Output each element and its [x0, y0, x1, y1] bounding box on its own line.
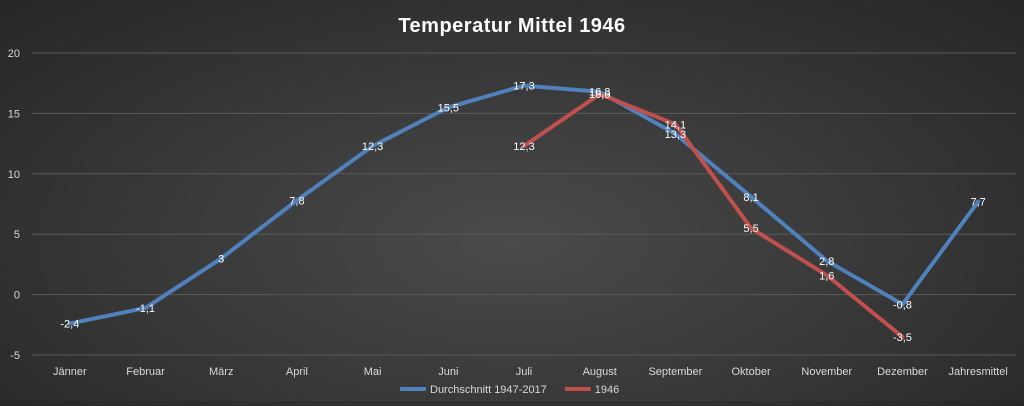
x-tick-label: April	[286, 366, 308, 378]
data-label: 13,3	[665, 129, 686, 141]
data-label: -3,5	[893, 332, 912, 344]
data-label: 17,3	[513, 81, 534, 93]
legend-item: Durchschnitt 1947-2017	[400, 384, 547, 396]
data-label: -2,4	[60, 319, 79, 331]
gridlines	[32, 52, 1016, 356]
y-tick-label: -5	[10, 350, 20, 362]
y-axis-ticks: -5 0 5 10 15 20	[8, 48, 20, 362]
x-tick-label: Februar	[126, 366, 165, 378]
data-label: 16,6	[589, 89, 610, 101]
data-point	[597, 92, 602, 97]
x-tick-label: März	[209, 366, 233, 378]
x-tick-label: Oktober	[732, 366, 771, 378]
chart-title: Temperatur Mittel 1946	[398, 15, 625, 37]
legend: Durchschnitt 1947-2017 1946	[400, 384, 619, 396]
x-tick-label: August	[583, 366, 617, 378]
x-tick-label: Juli	[516, 366, 533, 378]
data-point	[446, 105, 451, 110]
x-tick-label: Jahresmittel	[949, 366, 1008, 378]
y-tick-label: 10	[8, 169, 20, 181]
data-label: -0,8	[893, 299, 912, 311]
y-tick-label: 15	[8, 108, 20, 120]
data-point	[749, 194, 754, 199]
data-label: 14,1	[665, 119, 686, 131]
x-tick-label: Mai	[364, 366, 382, 378]
data-label: 1,6	[819, 270, 834, 282]
legend-item: 1946	[564, 384, 619, 396]
series-lines	[67, 83, 981, 339]
data-label: 12,3	[362, 141, 383, 153]
x-tick-label: November	[801, 366, 852, 378]
data-label: 3	[218, 253, 224, 265]
data-label: 5,5	[743, 223, 758, 235]
x-tick-label: Jänner	[53, 366, 87, 378]
data-point	[976, 199, 981, 204]
data-point	[824, 258, 829, 263]
y-tick-label: 0	[14, 290, 20, 302]
data-label: 2,8	[819, 256, 834, 268]
data-point	[824, 273, 829, 278]
data-point	[900, 334, 905, 339]
data-label: 12,3	[513, 141, 534, 153]
series-line-2	[522, 92, 905, 339]
x-tick-label: Juni	[438, 366, 458, 378]
data-point	[673, 122, 678, 127]
data-label: 16,8	[589, 87, 610, 99]
data-label: 15,5	[438, 102, 459, 114]
y-tick-label: 5	[14, 229, 20, 241]
data-point	[522, 83, 526, 88]
data-point	[749, 226, 754, 231]
legend-label: Durchschnitt 1947-2017	[430, 384, 547, 396]
data-point	[67, 321, 72, 326]
data-point	[219, 256, 224, 261]
data-label: 7,7	[971, 197, 986, 209]
data-point	[370, 144, 375, 149]
data-point	[900, 302, 905, 307]
x-tick-label: Dezember	[877, 366, 928, 378]
x-tick-label: September	[648, 366, 702, 378]
data-labels: -2,4 -1,1 3 7,8 12,3 15,5 17,3 16,8 13,3 8,1 2,8 -0…	[60, 81, 985, 344]
x-axis-ticks: Jänner Februar März April Mai Juni Juli August S…	[53, 366, 1008, 378]
data-point	[294, 198, 299, 203]
data-label: -1,1	[136, 303, 155, 315]
y-tick-label: 20	[8, 48, 20, 60]
data-point	[143, 305, 148, 310]
data-label: 8,1	[743, 192, 758, 204]
data-label: 7,8	[289, 195, 304, 207]
data-point	[522, 144, 526, 149]
legend-label: 1946	[595, 384, 619, 396]
data-point	[673, 131, 678, 136]
